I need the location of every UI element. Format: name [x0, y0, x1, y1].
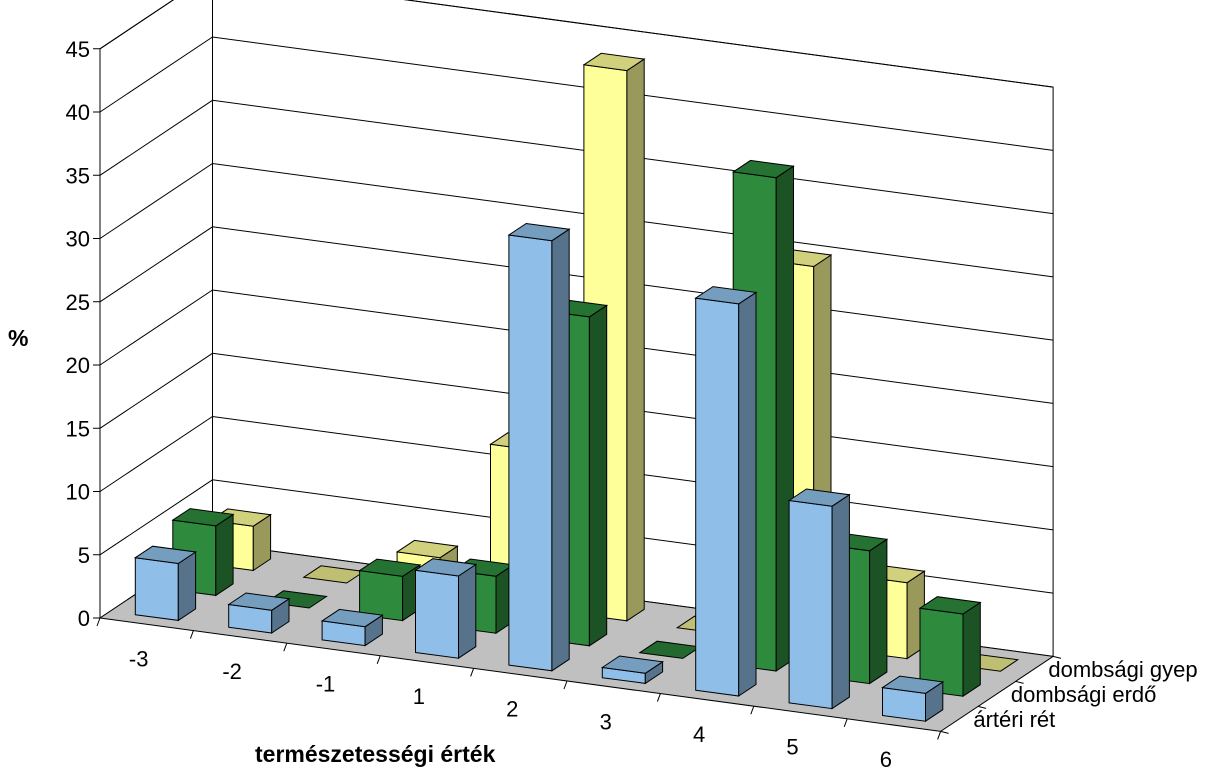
x-tick-label: -1: [316, 672, 336, 697]
bar-side-face: [869, 538, 888, 685]
y-tick-label: 10: [66, 480, 90, 505]
bar-side-face: [738, 291, 757, 697]
bar: [414, 558, 478, 660]
bar: [507, 222, 571, 672]
x-axis-title: természetességi érték: [255, 741, 496, 767]
y-tick-label: 45: [66, 37, 90, 62]
x-tick-mark: [283, 643, 288, 652]
bar-side-face: [962, 601, 981, 698]
bar-top-face: [414, 558, 478, 577]
bar: [320, 608, 384, 647]
bar-side-face: [458, 563, 477, 660]
bar: [227, 592, 291, 634]
x-tick-mark: [750, 706, 755, 715]
x-tick-mark: [843, 718, 848, 727]
y-tick-label: 40: [66, 100, 90, 125]
x-tick-label: 3: [600, 709, 612, 734]
x-tick-mark: [563, 680, 568, 690]
bars: [133, 52, 1020, 723]
bar: [133, 545, 197, 622]
bar-side-face: [588, 304, 608, 647]
bar-side-face: [215, 513, 234, 597]
bar-top-face: [507, 222, 571, 242]
bar-top-face: [731, 159, 795, 179]
bar: [787, 488, 851, 710]
y-axis-title: %: [8, 325, 28, 351]
y-tick-label: 15: [66, 416, 90, 441]
y-tick-label: 25: [66, 290, 90, 315]
bar: [694, 286, 758, 697]
gridline: [99, 0, 1054, 88]
y-tick-label: 35: [66, 163, 90, 188]
x-tick-label: 1: [413, 684, 425, 709]
bar-top-face: [600, 655, 664, 674]
z-tick-mark: [940, 730, 949, 734]
bar-top-face: [171, 508, 235, 527]
bar-front-face: [415, 569, 459, 659]
bar-front-face: [134, 557, 179, 621]
z-tick-mark: [977, 705, 987, 709]
series-label: ártéri rét: [973, 707, 1055, 732]
x-tick-mark: [376, 655, 381, 664]
bar-front-face: [695, 297, 740, 697]
bar-top-face: [881, 675, 945, 694]
y-tick-label: 0: [78, 606, 90, 631]
series-label: dombsági erdő: [1011, 682, 1157, 707]
bar-front-face: [788, 499, 833, 710]
bar-top-face: [395, 539, 459, 559]
bar-top-face: [320, 608, 384, 628]
x-tick-label: -2: [222, 659, 242, 684]
x-tick-mark: [937, 731, 942, 740]
bar-top-face: [787, 488, 851, 507]
bar-side-face: [551, 228, 570, 672]
bar: [358, 558, 422, 622]
y-tick-label: 30: [66, 227, 90, 252]
bar-top-face: [918, 596, 982, 615]
bar: [600, 655, 664, 685]
x-tick-label: 5: [786, 735, 798, 760]
series-label: dombsági gyep: [1048, 657, 1197, 682]
x-tick-label: 6: [880, 747, 892, 772]
bar-side-face: [831, 493, 850, 710]
bar: [918, 596, 982, 698]
bar-top-face: [358, 558, 422, 577]
bar-top-face: [582, 52, 646, 72]
z-tick-mark: [1052, 655, 1062, 659]
bar-side-face: [626, 58, 645, 622]
x-tick-label: 2: [506, 697, 518, 722]
y-tick-label: 5: [78, 543, 90, 568]
x-tick-mark: [656, 693, 661, 702]
x-tick-mark: [96, 617, 101, 627]
bar-top-face: [133, 545, 197, 565]
bar-top-face: [227, 592, 291, 611]
x-tick-label: -3: [129, 646, 149, 671]
gridline: [99, 36, 1054, 151]
bar: [881, 675, 945, 723]
bar-top-face: [694, 286, 758, 305]
z-tick-mark: [1015, 680, 1024, 684]
bar-front-face: [508, 234, 553, 672]
y-tick-label: 20: [66, 353, 90, 378]
x-tick-label: 4: [693, 722, 705, 747]
x-tick-mark: [470, 668, 475, 677]
x-tick-mark: [189, 630, 194, 639]
